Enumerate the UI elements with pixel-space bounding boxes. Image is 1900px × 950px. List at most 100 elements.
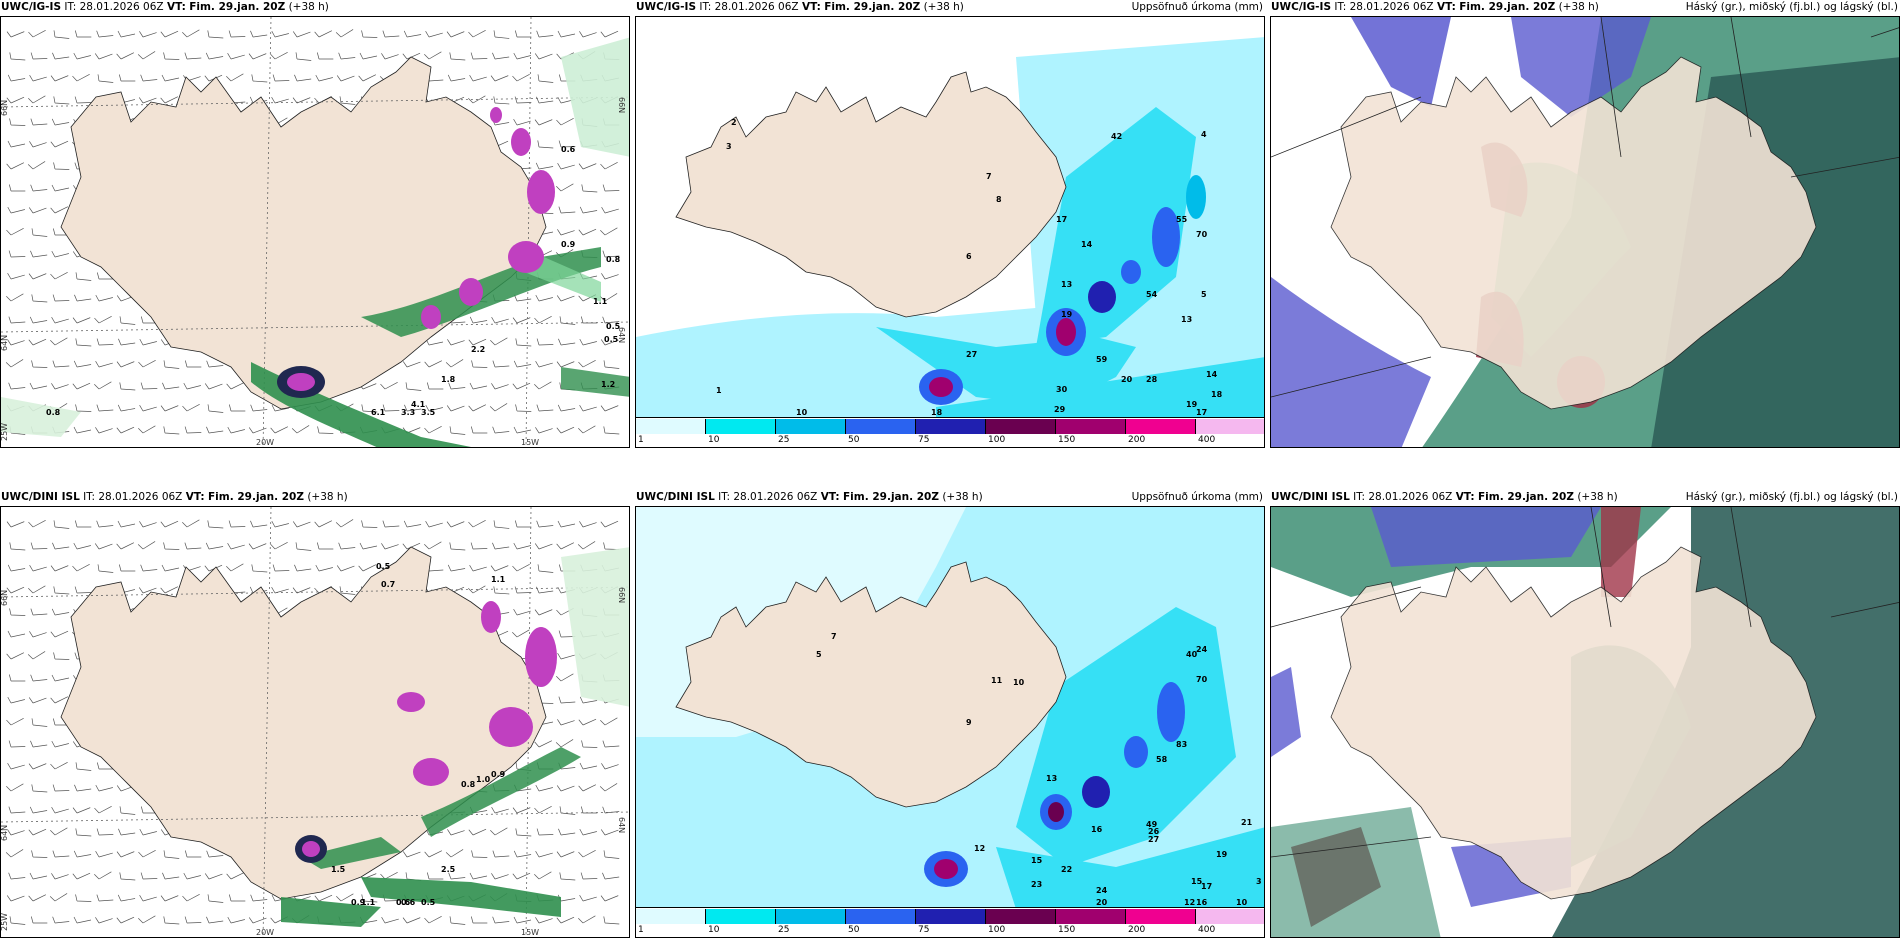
wind-barb	[579, 338, 597, 346]
wind-barb	[468, 585, 486, 594]
wind-barb	[272, 564, 290, 572]
wind-barb	[469, 382, 488, 390]
wind-barb	[248, 917, 267, 924]
wind-barb	[75, 338, 92, 347]
wind-barb	[74, 96, 92, 104]
wind-barb	[403, 520, 422, 528]
value-label: 5	[816, 650, 822, 659]
panel-subtitle: Uppsöfnuð úrkoma (mm)	[1131, 1, 1263, 13]
value-label: 1.1	[491, 575, 506, 584]
wind-barb	[513, 360, 532, 368]
value-label: 17	[1201, 882, 1212, 891]
wind-barb	[9, 52, 26, 61]
wind-barb	[28, 763, 47, 770]
wind-barb	[162, 872, 180, 880]
wind-barb	[53, 520, 70, 529]
wind-barb	[579, 31, 597, 38]
value-label: 0.5	[604, 335, 619, 344]
wind-barb	[556, 785, 575, 792]
wind-barb	[182, 403, 200, 412]
value-label: 55	[1176, 215, 1188, 224]
legend-label: 100	[988, 435, 1006, 445]
wind-barb	[601, 207, 619, 214]
wind-barb	[445, 359, 464, 368]
value-label: 3.3	[401, 408, 415, 417]
wind-snow-map[interactable]: 66N 64N 25W 20W 15W 66N 64N 0.5 0.7 1.1 0.9…	[0, 506, 630, 938]
cloud-map[interactable]	[1270, 506, 1900, 938]
wind-barb	[72, 317, 91, 324]
wind-barb	[51, 674, 70, 682]
wind-barb	[28, 894, 47, 902]
wind-barb	[446, 521, 465, 528]
wind-barb	[7, 696, 25, 704]
value-label: 27	[1148, 835, 1159, 844]
wind-barb	[294, 74, 312, 82]
wind-barb	[94, 315, 112, 324]
wind-barb	[493, 30, 510, 39]
wind-barb	[137, 541, 156, 550]
wind-barb	[163, 426, 180, 435]
wind-barb	[600, 227, 618, 236]
value-label: 1.5	[331, 865, 346, 874]
wind-barb	[600, 829, 619, 836]
wind-barb	[226, 382, 245, 390]
wind-barb	[117, 404, 136, 412]
wind-barb	[74, 294, 92, 302]
wind-barb	[556, 916, 575, 924]
wind-barb	[163, 542, 180, 550]
wind-barb	[581, 184, 598, 193]
wind-barb	[382, 520, 400, 528]
wind-barb	[515, 828, 532, 837]
wind-barb	[512, 629, 530, 638]
wind-barb	[7, 763, 25, 770]
wind-barb	[116, 361, 135, 368]
value-label: 16	[1091, 825, 1103, 834]
wind-barb	[30, 608, 48, 616]
iceland-outline	[675, 71, 1067, 318]
panel-precip-row2: UWC/DINI ISL IT: 28.01.2026 06Z VT: Fim.…	[635, 490, 1265, 938]
wind-barb	[28, 207, 47, 214]
wind-barb	[493, 586, 510, 595]
precip-map[interactable]: 7 5 9 11 10 12 15 13 24 16 22 23 24 20 40 70 58 83 49 26 27 1…	[635, 506, 1265, 938]
value-label: 4	[1201, 130, 1207, 139]
wind-barb	[97, 564, 114, 573]
wind-barb	[51, 873, 69, 880]
wind-barb	[361, 894, 378, 903]
legend-swatch	[916, 909, 986, 924]
wind-barb	[447, 74, 466, 82]
value-label: 23	[1031, 880, 1042, 889]
wind-barb	[31, 360, 48, 368]
wind-barb	[339, 586, 356, 595]
value-label: 6	[966, 252, 972, 261]
wind-barb	[514, 96, 532, 104]
panel-subtitle: Háský (gr.), miðský (fj.bl.) og lágský (…	[1685, 491, 1898, 503]
cloud-map[interactable]	[1270, 16, 1900, 448]
precip-map[interactable]: 2 3 1 6 7 8 17 14 13 19 27 29 30 20 42 55 70 54 59 13 14 18 19…	[635, 16, 1265, 448]
value-label: 49	[1146, 820, 1158, 829]
wind-barb	[272, 74, 290, 82]
value-label: 0.5	[421, 898, 436, 907]
wind-barb	[558, 206, 576, 214]
wind-barb	[251, 74, 268, 83]
wind-barb	[514, 520, 532, 528]
wind-snow-map[interactable]: 66N 64N 25W 20W 15W 66N 64N 0.6 0.8 1.1 0.5…	[0, 16, 630, 448]
wind-barb	[227, 426, 245, 434]
wind-barb	[424, 425, 442, 434]
wind-barb	[424, 51, 442, 60]
precip-patches	[397, 601, 557, 786]
wind-barb	[490, 75, 509, 82]
wind-barb	[513, 426, 532, 434]
wind-barb	[7, 829, 25, 836]
wind-barb	[29, 806, 48, 814]
wind-barb	[52, 294, 70, 302]
wind-barb	[513, 52, 531, 60]
wind-barb	[537, 564, 554, 573]
wind-barb	[184, 542, 202, 550]
panel-subtitle: Háský (gr.), miðský (fj.bl.) og lágský (…	[1685, 1, 1898, 13]
wind-barb	[163, 916, 180, 925]
wind-barb	[29, 75, 47, 82]
legend-label: 400	[1198, 435, 1216, 445]
precip-legend: 1 10 25 50 75 100 150 200 400	[636, 417, 1264, 447]
iceland-land	[60, 546, 547, 900]
wind-barb	[490, 565, 509, 572]
